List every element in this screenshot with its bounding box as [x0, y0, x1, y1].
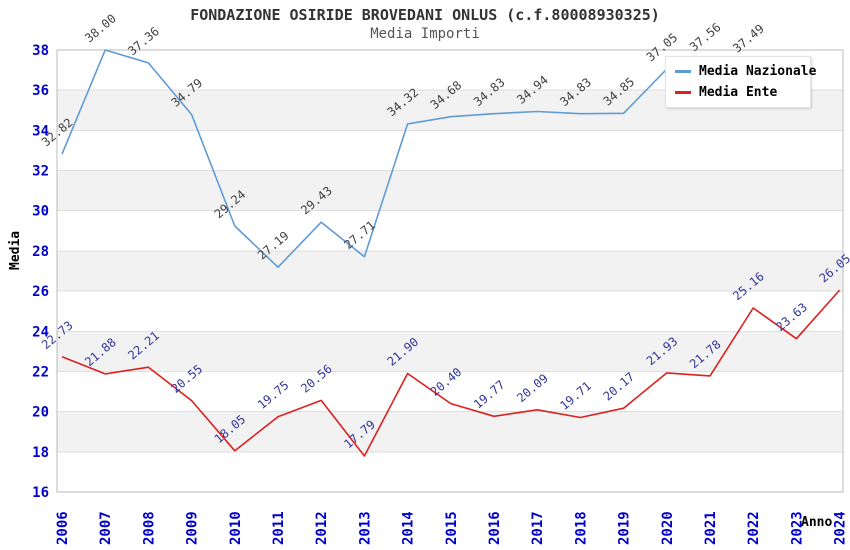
y-axis-title: Media — [8, 230, 23, 270]
page-subtitle: Media Importi — [370, 26, 480, 42]
red-line-swatch-icon — [675, 91, 691, 94]
series-line-media-nazionale — [61, 49, 754, 269]
x-axis-title: Anno — [801, 515, 833, 530]
value-label: 20.09 — [514, 371, 551, 405]
blue-line-swatch-icon — [675, 70, 691, 73]
series-line-media-ente — [61, 289, 841, 457]
legend-item-media-nazionale: Media Nazionale — [675, 64, 816, 79]
legend-label: Media Nazionale — [699, 64, 817, 79]
x-tick-label: 2011 — [271, 511, 287, 545]
value-label: 19.71 — [557, 379, 594, 413]
value-label: 27.71 — [341, 218, 378, 252]
x-tick-label: 2013 — [357, 511, 373, 545]
y-tick-label: 20 — [32, 405, 49, 421]
y-tick-label: 24 — [32, 324, 49, 340]
x-tick-label: 2020 — [660, 511, 676, 545]
y-tick-label: 32 — [32, 164, 49, 180]
legend-item-media-ente: Media Ente — [675, 85, 801, 100]
y-tick-label: 30 — [32, 204, 49, 220]
y-tick-label: 16 — [32, 485, 49, 501]
value-label: 37.56 — [687, 20, 724, 54]
grid-band — [57, 411, 843, 452]
x-tick-label: 2010 — [228, 511, 244, 545]
x-tick-label: 2017 — [530, 511, 546, 545]
page-title: FONDAZIONE OSIRIDE BROVEDANI ONLUS (c.f.… — [190, 6, 660, 24]
value-label: 37.36 — [125, 24, 162, 58]
x-tick-label: 2007 — [98, 511, 114, 545]
legend: Media Nazionale Media Ente — [665, 56, 816, 108]
value-label: 20.17 — [601, 370, 638, 404]
y-tick-label: 38 — [32, 43, 49, 59]
x-tick-label: 2022 — [746, 511, 762, 545]
x-tick-label: 2019 — [617, 511, 633, 545]
x-tick-label: 2021 — [703, 511, 719, 545]
y-tick-label: 34 — [32, 123, 49, 139]
value-label: 38.00 — [82, 11, 119, 45]
grid-band — [57, 170, 843, 211]
grid-band — [57, 331, 843, 372]
x-tick-label: 2016 — [487, 511, 503, 545]
value-label: 19.75 — [255, 378, 292, 412]
y-tick-label: 26 — [32, 284, 49, 300]
x-tick-label: 2012 — [314, 511, 330, 545]
y-tick-label: 28 — [32, 244, 49, 260]
x-tick-label: 2009 — [185, 511, 201, 545]
x-tick-label: 2024 — [833, 511, 849, 545]
x-tick-label: 2006 — [55, 511, 71, 545]
y-tick-label: 22 — [32, 364, 49, 380]
y-tick-label: 18 — [32, 445, 49, 461]
value-label: 19.77 — [471, 378, 508, 412]
legend-label: Media Ente — [699, 85, 778, 100]
grid-band — [57, 250, 843, 292]
x-tick-label: 2008 — [141, 511, 157, 545]
plot-border — [56, 49, 844, 493]
x-tick-label: 2023 — [789, 511, 805, 545]
y-tick-label: 36 — [32, 83, 49, 99]
x-tick-label: 2014 — [401, 511, 417, 545]
x-tick-label: 2018 — [573, 511, 589, 545]
x-tick-label: 2015 — [444, 511, 460, 545]
